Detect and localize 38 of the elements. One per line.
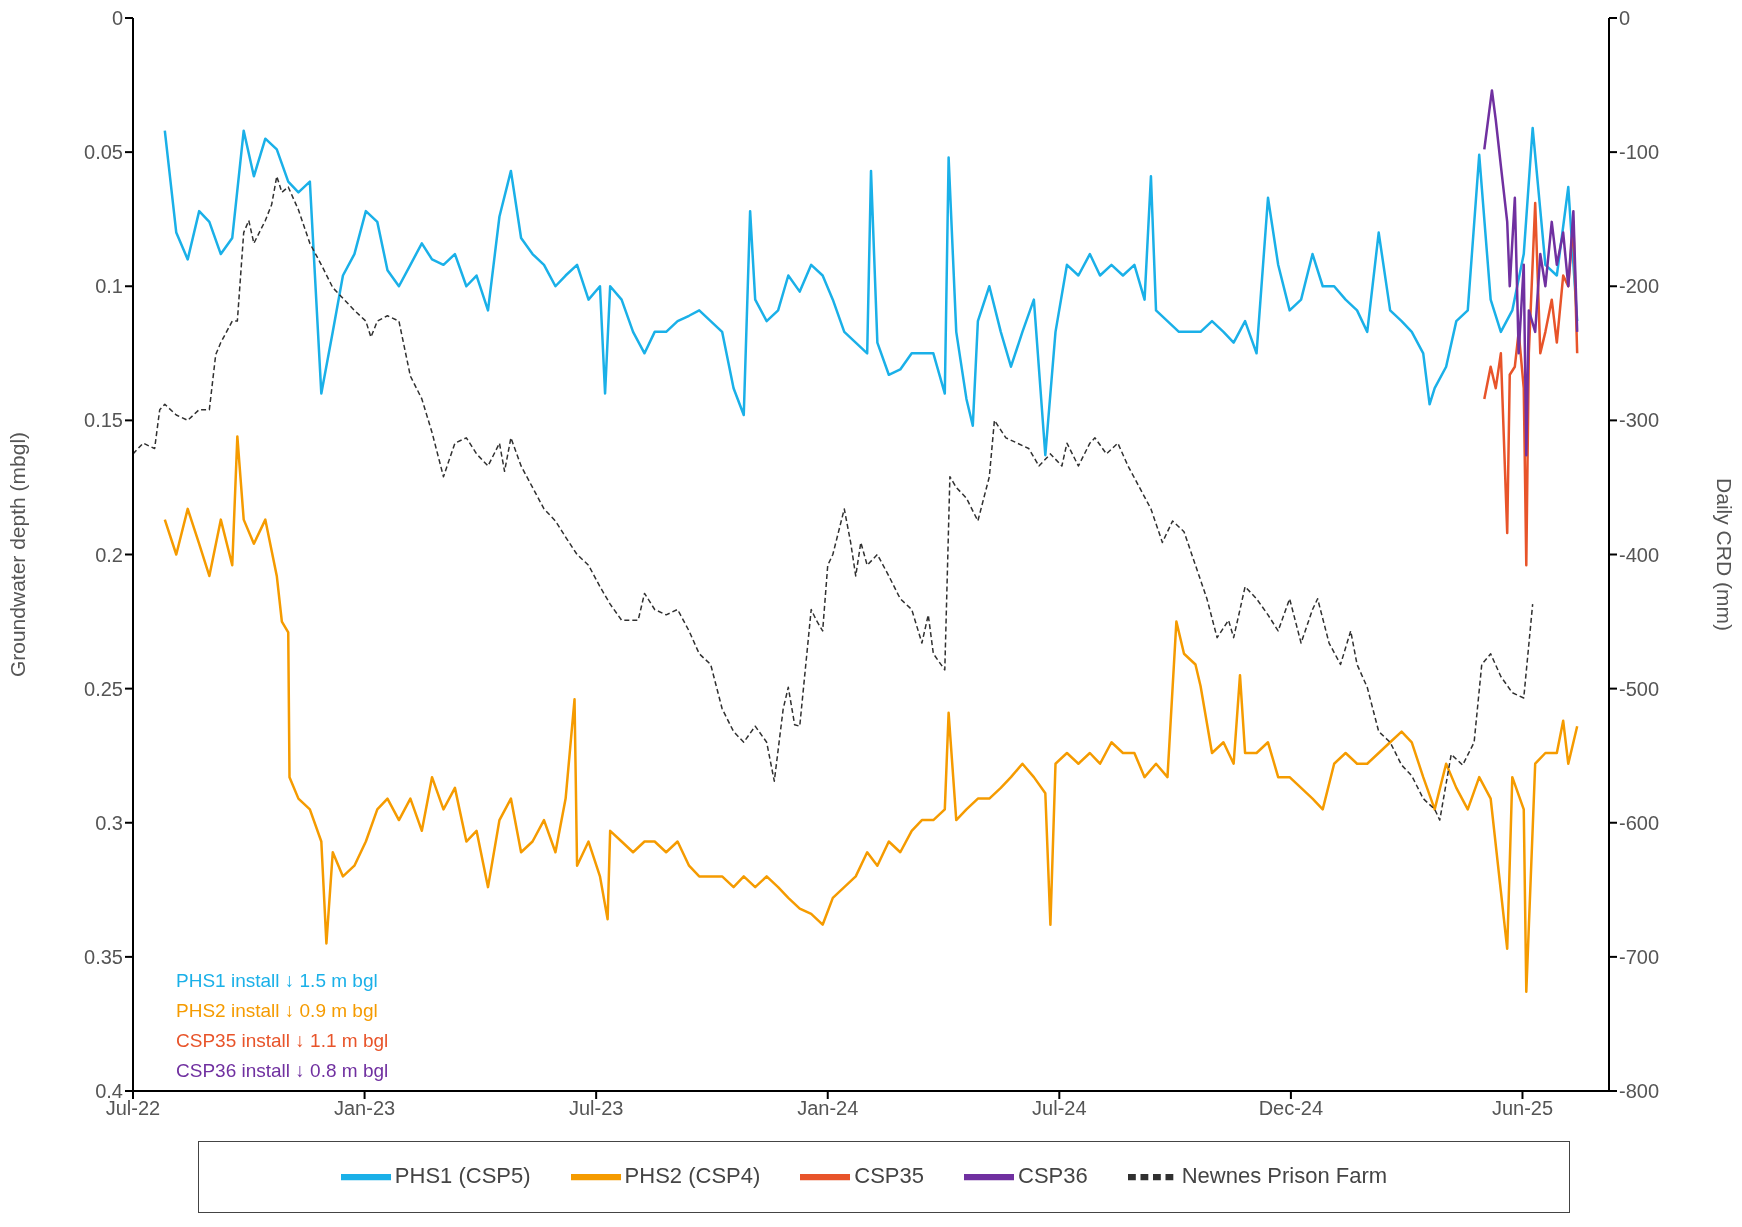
x-tick-label: Jun-25 [1491,1097,1554,1120]
x-tick-label: Jul-24 [1032,1097,1087,1120]
y2-tick-label: -200 [1619,275,1660,298]
y2-tick-label: -700 [1619,945,1660,968]
y-tick-label: 0.25 [84,677,123,700]
x-tick-label: Jul-23 [568,1097,624,1120]
y2-tick-label: -100 [1619,141,1660,164]
y-tick-label: 0 [111,7,123,30]
annotation: CSP35 install ↓ 1.1 m bgl [176,1029,389,1053]
y2-tick-label: -500 [1619,677,1660,700]
y-tick-label: 0.3 [95,811,123,834]
y-tick-label: 0.05 [84,141,123,164]
legend-label: PHS2 (CSP4) [624,1162,761,1188]
y-tick-label: 0.35 [84,945,123,968]
y-tick-label: 0.15 [84,409,123,432]
y2-tick-label: -800 [1619,1080,1660,1103]
y2-tick-label: -600 [1619,811,1660,834]
y2-tick-label: 0 [1619,7,1631,30]
y2-tick-label: -300 [1619,409,1660,432]
annotation: PHS2 install ↓ 0.9 m bgl [176,999,379,1023]
y-axis-title: Groundwater depth (mbgl) [6,431,30,678]
legend-label: PHS1 (CSP5) [394,1162,531,1188]
legend-label: CSP35 [854,1162,925,1188]
line-series [133,175,1534,821]
x-tick-label: Jul-22 [105,1097,161,1120]
legend-label: Newnes Prison Farm [1181,1162,1388,1188]
legend-label: CSP36 [1018,1162,1088,1188]
line-series [1483,89,1579,457]
x-tick-label: Jan-24 [797,1097,859,1120]
line-series [163,435,1579,993]
y2-axis-title: Daily CRD (mm) [1712,478,1736,631]
y-tick-label: 0.1 [95,275,123,298]
x-tick-label: Jan-23 [334,1097,396,1120]
annotation: PHS1 install ↓ 1.5 m bgl [176,969,379,993]
y-tick-label: 0.2 [95,543,123,566]
y2-tick-label: -400 [1619,543,1660,566]
x-tick-label: Dec-24 [1258,1097,1324,1120]
annotation: CSP36 install ↓ 0.8 m bgl [176,1059,389,1083]
